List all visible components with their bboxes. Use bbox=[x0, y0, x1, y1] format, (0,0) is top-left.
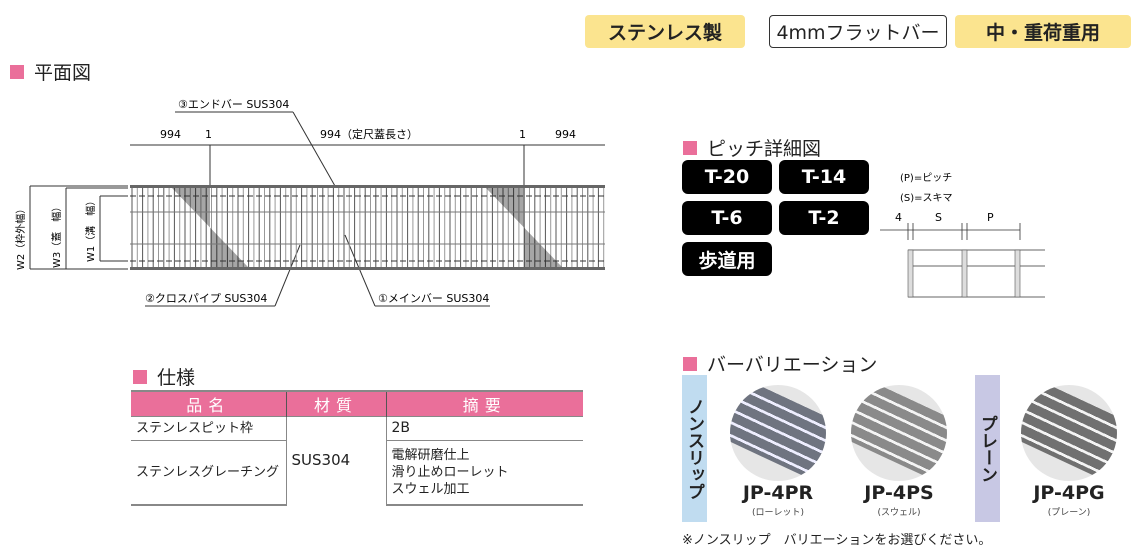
note-line: 滑り止めローレット bbox=[391, 464, 509, 480]
w1-label: W1（溝 幅） bbox=[84, 196, 97, 262]
pitch-t6-button[interactable]: T-6 bbox=[682, 201, 772, 235]
knurled-bar-image bbox=[730, 385, 826, 481]
cross-pipe-label: ②クロスパイプ SUS304 bbox=[145, 292, 267, 305]
plan-drawing: 994 1 994（定尺蓋長さ） 1 994 ③エンドバー SUS304 ②クロ… bbox=[14, 98, 605, 307]
pitch-walkway-button[interactable]: 歩道用 bbox=[682, 242, 772, 276]
joint-hatch bbox=[172, 188, 248, 267]
dim-one-right: 1 bbox=[519, 128, 526, 141]
pitch-t2-button[interactable]: T-2 bbox=[779, 201, 869, 235]
w3-label: W3（蓋 幅） bbox=[50, 202, 63, 268]
variation-sub: (ローレット) bbox=[751, 508, 805, 518]
legend-gap: (S)=スキマ bbox=[900, 193, 953, 204]
plan-heading: 平面図 bbox=[10, 58, 91, 85]
header-note: 摘要 bbox=[385, 390, 583, 417]
dim-right: 994 bbox=[555, 128, 576, 141]
tag-load: 中・重荷重用 bbox=[955, 15, 1131, 48]
tag-flatbar: 4mmフラットバー bbox=[769, 15, 947, 48]
spec-heading: 仕様 bbox=[133, 363, 195, 390]
dim-p: P bbox=[987, 211, 994, 224]
dim-one-left: 1 bbox=[205, 128, 212, 141]
bullet-icon bbox=[133, 369, 147, 384]
pitch-t14-button[interactable]: T-14 bbox=[779, 160, 869, 194]
cell-name: ステンレスピット枠 bbox=[131, 416, 286, 441]
dim-4: 4 bbox=[895, 211, 902, 224]
legend-pitch: (P)=ピッチ bbox=[900, 172, 952, 184]
tag-stainless: ステンレス製 bbox=[585, 15, 745, 48]
nonslip-band: ノンスリップ bbox=[682, 375, 707, 522]
cell-note: 2B bbox=[385, 416, 583, 441]
plan-title: 平面図 bbox=[34, 62, 92, 84]
table-row: ステンレスピット枠 SUS304 2B bbox=[131, 416, 583, 505]
w2-label: W2（枠外幅） bbox=[14, 204, 27, 270]
pitch-title: ピッチ詳細図 bbox=[707, 138, 822, 160]
variation-note: ※ノンスリップ バリエーションをお選びください。 bbox=[682, 533, 992, 548]
cell-note: 電解研磨仕上 滑り止めローレット スウェル加工 bbox=[385, 440, 583, 506]
variation-code: JP-4PG bbox=[1033, 482, 1105, 504]
joint-hatch bbox=[486, 188, 562, 267]
variation-title: バーバリエーション bbox=[707, 354, 878, 376]
bullet-icon bbox=[10, 64, 24, 79]
variation-code: JP-4PS bbox=[864, 482, 934, 504]
bullet-icon bbox=[683, 140, 697, 155]
header-material: 材質 bbox=[285, 390, 386, 417]
variation-sub: (プレーン) bbox=[1047, 508, 1091, 518]
pitch-t20-button[interactable]: T-20 bbox=[682, 160, 772, 194]
spec-title: 仕様 bbox=[157, 367, 196, 389]
variation-heading: バーバリエーション bbox=[683, 350, 877, 377]
plain-band: プレーン bbox=[975, 375, 1000, 522]
table-row: ステンレスグレーチング 電解研磨仕上 滑り止めローレット スウェル加工 bbox=[131, 440, 583, 506]
dim-s: S bbox=[935, 211, 942, 224]
end-bar-label: ③エンドバー SUS304 bbox=[178, 98, 289, 111]
plain-bar-image bbox=[1021, 385, 1117, 481]
header-name: 品名 bbox=[131, 390, 286, 417]
bullet-icon bbox=[683, 356, 697, 371]
variation-sub: (スウェル) bbox=[877, 508, 921, 518]
dim-left: 994 bbox=[160, 128, 181, 141]
cell-material: SUS304 bbox=[285, 416, 386, 505]
variation-code: JP-4PR bbox=[742, 482, 814, 504]
note-line: 電解研磨仕上 bbox=[391, 447, 470, 463]
pitch-heading: ピッチ詳細図 bbox=[683, 134, 821, 161]
spec-table: 品名 材質 摘要 ステンレスピット枠 SUS304 2B ステンレスグレーチング… bbox=[131, 390, 583, 506]
pitch-detail-drawing: (P)=ピッチ (S)=スキマ 4 S P bbox=[880, 172, 1045, 298]
cell-name: ステンレスグレーチング bbox=[131, 440, 286, 506]
swell-bar-image bbox=[851, 385, 947, 481]
dim-center: 994（定尺蓋長さ） bbox=[320, 127, 418, 141]
main-bar-label: ①メインバー SUS304 bbox=[378, 292, 489, 305]
note-line: スウェル加工 bbox=[391, 481, 470, 497]
